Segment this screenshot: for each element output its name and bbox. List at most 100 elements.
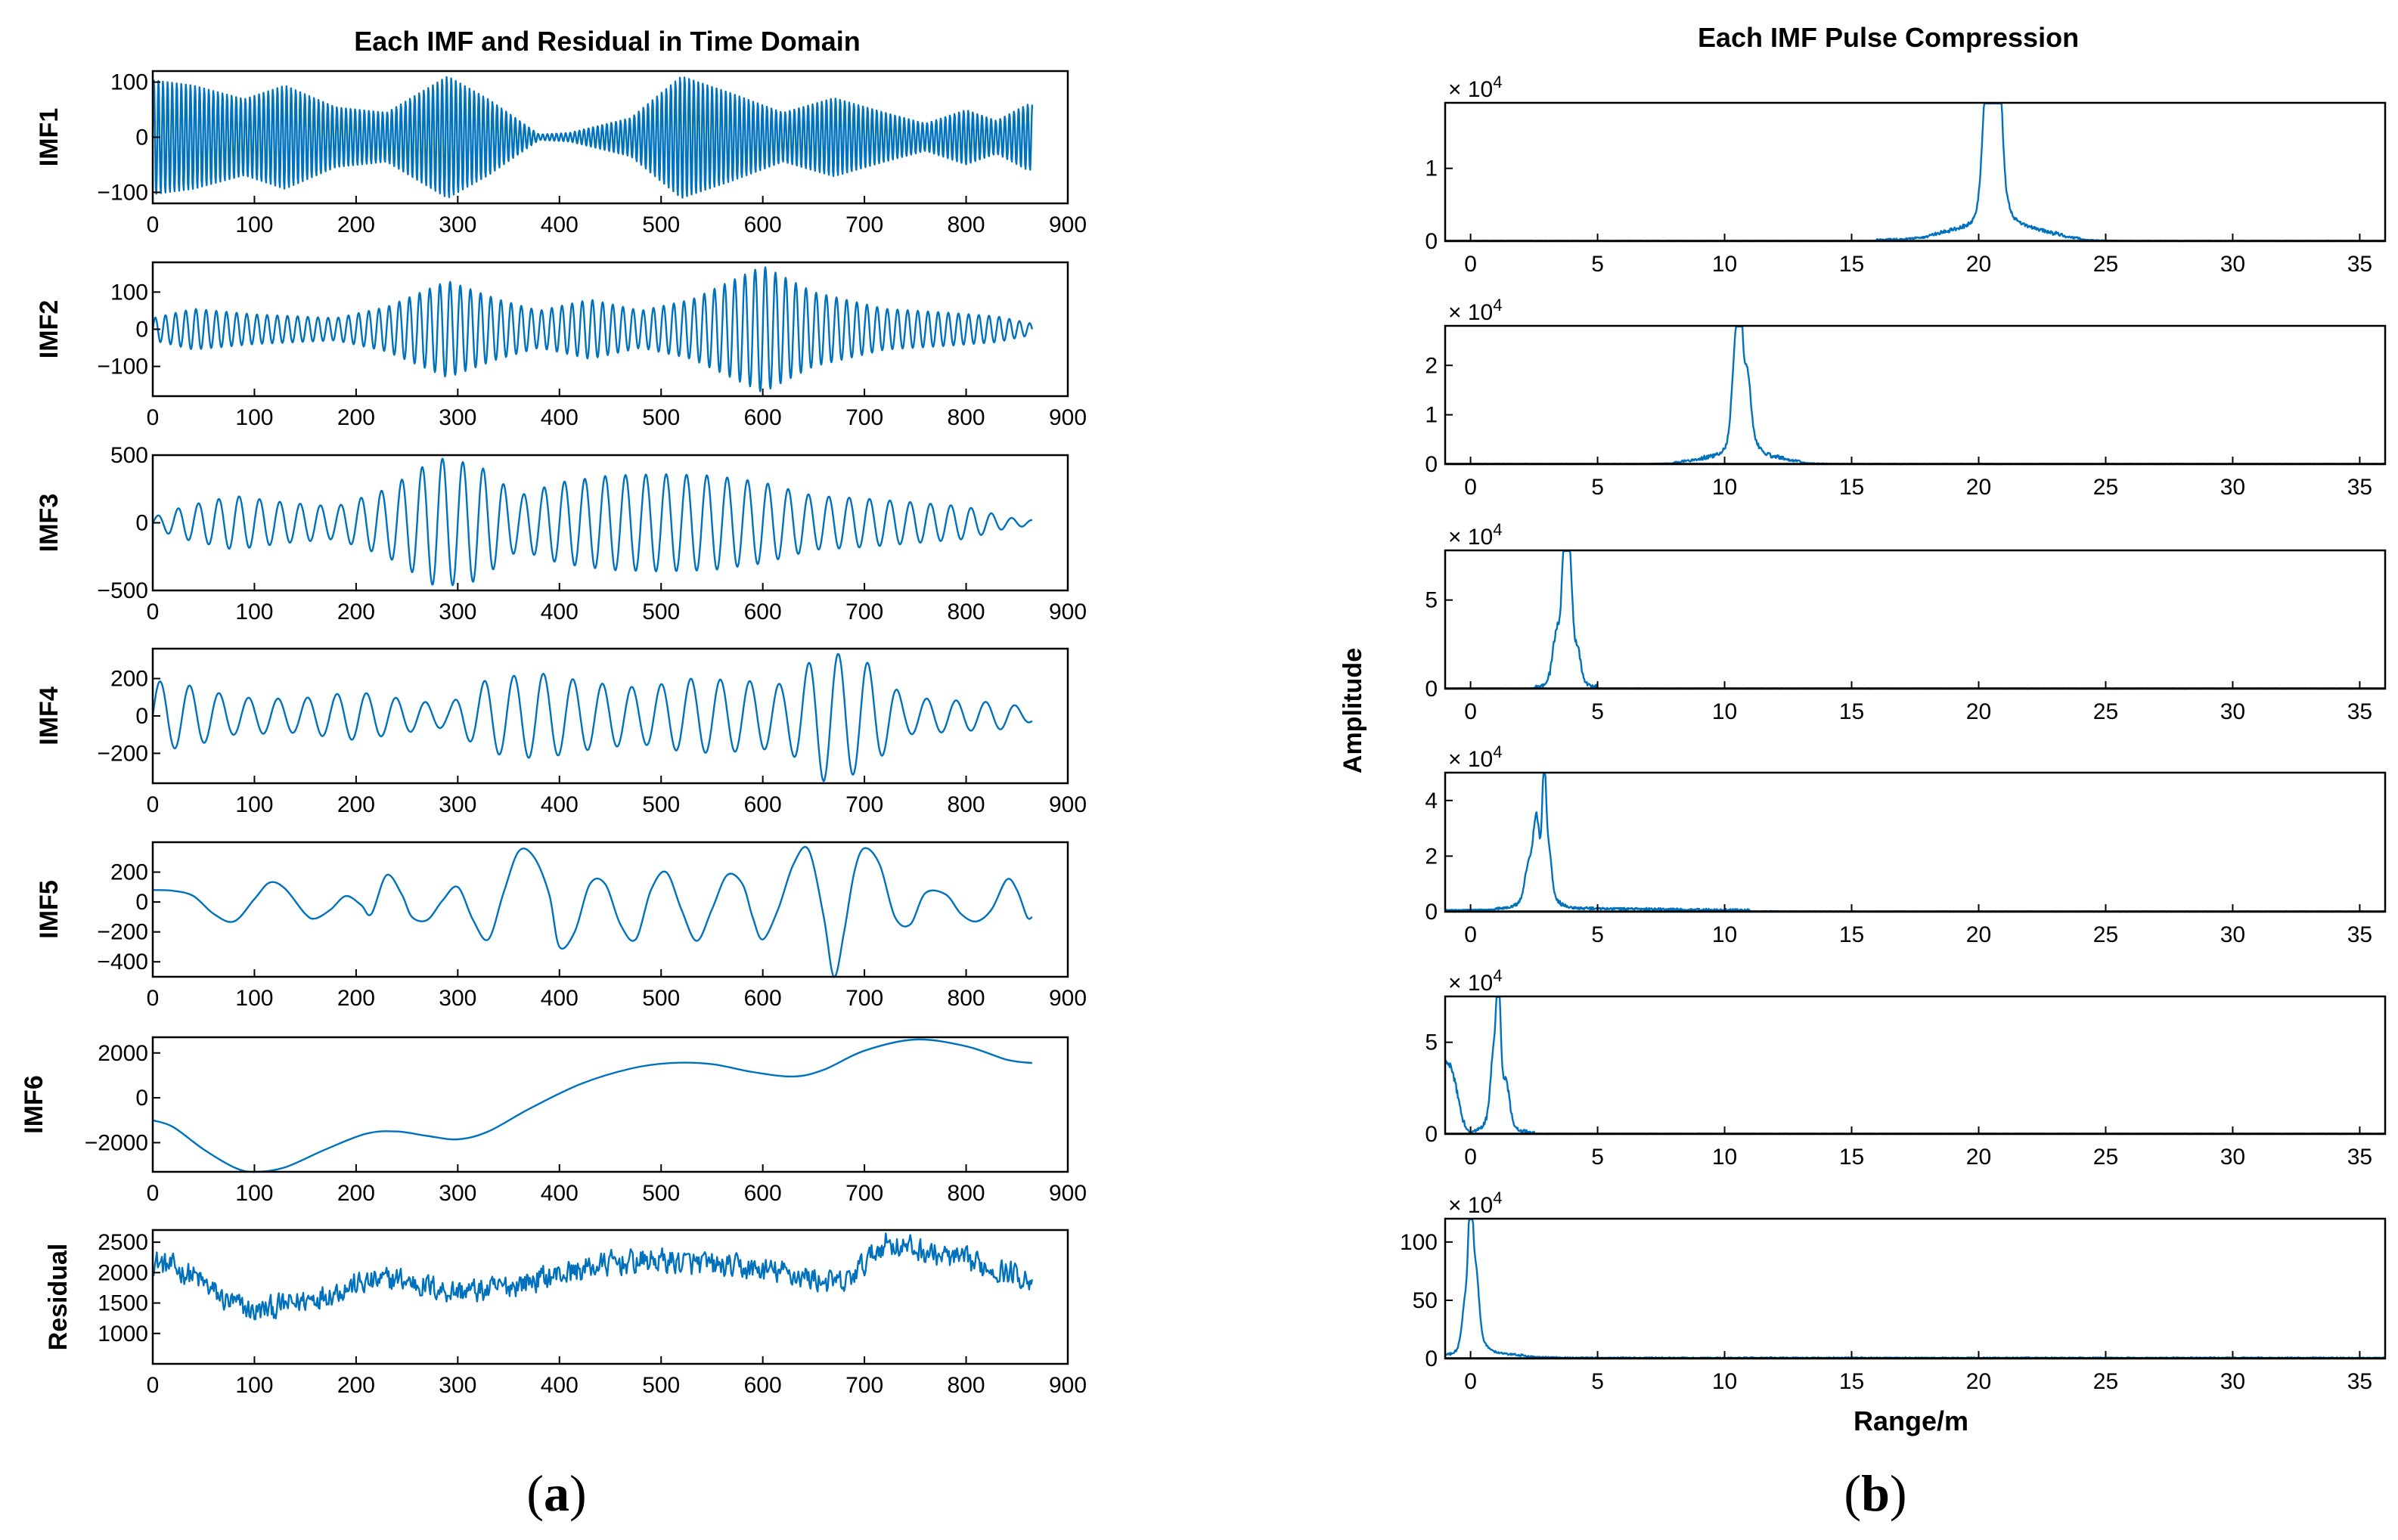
y-tick-label: −200 (97, 741, 148, 766)
x-tick-label: 35 (2347, 252, 2372, 277)
x-tick-label: 20 (1966, 699, 1991, 724)
y-tick-label: 200 (110, 860, 148, 885)
x-tick-label: 800 (948, 600, 985, 624)
x-tick-label: 0 (1464, 1145, 1477, 1170)
y-tick-label: 0 (135, 1086, 148, 1111)
panel-b-subplot-5: × 104 5 0 0 5 10 15 20 25 30 35 (1425, 966, 2387, 1170)
x-tick-label: 25 (2093, 699, 2118, 724)
panel-a-subplot-imf2: 100 0 −100 0 100 200 300 400 500 600 700 800 900 IMF2 (35, 261, 1087, 430)
x-tick-label: 200 (337, 1373, 375, 1398)
y-axis-label: Residual (44, 1244, 73, 1351)
exponent-power: 4 (1493, 520, 1502, 539)
x-tick-label: 5 (1591, 922, 1604, 947)
x-tick-label: 15 (1839, 252, 1864, 277)
plot-frame (1444, 1217, 2387, 1360)
y-tick-label: 500 (110, 443, 148, 468)
x-tick-label: 300 (439, 1181, 476, 1206)
x-tick-label: 25 (2093, 1369, 2118, 1394)
x-tick-label: 300 (439, 405, 476, 430)
x-tick-label: 25 (2093, 1145, 2118, 1170)
x-tick-label: 400 (541, 1373, 579, 1398)
x-tick-label: 500 (642, 1373, 680, 1398)
x-tick-label: 0 (1464, 922, 1477, 947)
x-tick-label: 100 (235, 792, 273, 817)
y-tick-label: 1500 (98, 1291, 148, 1316)
x-tick-label: 100 (235, 405, 273, 430)
plot-frame (1444, 995, 2387, 1136)
imf-trace-line (152, 846, 1033, 978)
x-tick-label: 400 (541, 986, 579, 1011)
plot-frame (151, 1036, 1069, 1173)
panel-a: 1000−1000 100 200 300 400 500 600 700 800 900IMF1… (20, 70, 1087, 1398)
y-tick-label: 4 (1425, 789, 1438, 813)
y-tick-label: −200 (97, 920, 148, 945)
x-tick-label: 800 (948, 986, 985, 1011)
x-tick-label: 400 (541, 405, 579, 430)
x-tick-label: 200 (337, 792, 375, 817)
y-tick-label: 100 (1400, 1230, 1438, 1255)
x-tick-label: 15 (1839, 922, 1864, 947)
y-axis-label: IMF4 (35, 686, 64, 745)
x-tick-label: 900 (1049, 1181, 1087, 1206)
x-tick-label: 200 (337, 212, 375, 237)
x-tick-label: 700 (845, 792, 883, 817)
x-tick-label: 100 (235, 212, 273, 237)
x-tick-label: 400 (541, 212, 579, 237)
exponent-power: 4 (1493, 296, 1502, 315)
x-tick-label: 700 (845, 405, 883, 430)
x-tick-label: 20 (1966, 1145, 1991, 1170)
x-tick-label: 300 (439, 986, 476, 1011)
panel-a-subplot-imf6: 2000 0 −2000 0 100 200 300 400 500 600 700 800 900 IM… (20, 1036, 1087, 1206)
panel-a-subplot-imf1: 100 0 −100 0 100 200 300 400 500 600 700 800 900 IMF1 (35, 70, 1087, 237)
y-tick-label: 1 (1425, 156, 1438, 181)
y-tick-label: −100 (97, 180, 148, 205)
panel-b-title: Each IMF Pulse Compression (1698, 22, 2079, 53)
y-tick-label: 5 (1425, 588, 1438, 613)
x-tick-label: 400 (541, 792, 579, 817)
x-tick-label: 10 (1712, 252, 1737, 277)
y-tick-label: −500 (97, 578, 148, 603)
x-tick-label: 900 (1049, 792, 1087, 817)
x-tick-label: 15 (1839, 1369, 1864, 1394)
x-tick-label: 10 (1712, 475, 1737, 500)
x-tick-label: 30 (2220, 922, 2245, 947)
y-axis-label: IMF2 (35, 300, 64, 358)
x-tick-label: 200 (337, 986, 375, 1011)
x-tick-label: 20 (1966, 922, 1991, 947)
x-tick-label: 0 (147, 986, 160, 1011)
caption-b: (b) (1844, 1464, 1906, 1522)
pulse-compression-line (1444, 772, 2386, 913)
x-tick-label: 800 (948, 1181, 985, 1206)
x-tick-label: 500 (642, 792, 680, 817)
x-tick-label: 15 (1839, 475, 1864, 500)
y-tick-label: 5 (1425, 1030, 1438, 1055)
x-tick-label: 900 (1049, 1373, 1087, 1398)
y-tick-label: 0 (135, 511, 148, 536)
x-tick-label: 100 (235, 986, 273, 1011)
y-tick-label: 0 (1425, 677, 1438, 702)
x-tick-label: 35 (2347, 1369, 2372, 1394)
x-tick-label: 30 (2220, 699, 2245, 724)
x-tick-label: 600 (744, 1373, 782, 1398)
x-tick-label: 600 (744, 792, 782, 817)
x-tick-label: 300 (439, 1373, 476, 1398)
x-tick-label: 400 (541, 600, 579, 624)
x-tick-label: 20 (1966, 1369, 1991, 1394)
x-tick-label: 500 (642, 986, 680, 1011)
panel-a-subplot-imf5: 200 0 −200 −400 0 100 200 300 400 500 600 700 800 900… (35, 841, 1087, 1011)
pulse-compression-line (1444, 550, 2386, 690)
y-tick-label: 2 (1425, 353, 1438, 378)
y-tick-label: −400 (97, 950, 148, 975)
residual-trace-line (151, 1232, 1034, 1321)
y-tick-label: 2 (1425, 844, 1438, 869)
x-tick-label: 0 (147, 600, 160, 624)
y-tick-label: 2500 (98, 1230, 148, 1255)
x-tick-label: 700 (845, 1181, 883, 1206)
x-tick-label: 35 (2347, 699, 2372, 724)
x-tick-label: 30 (2220, 252, 2245, 277)
y-tick-label: 0 (135, 125, 148, 150)
y-axis-label: IMF5 (35, 880, 64, 938)
y-tick-label: 2000 (98, 1041, 148, 1066)
